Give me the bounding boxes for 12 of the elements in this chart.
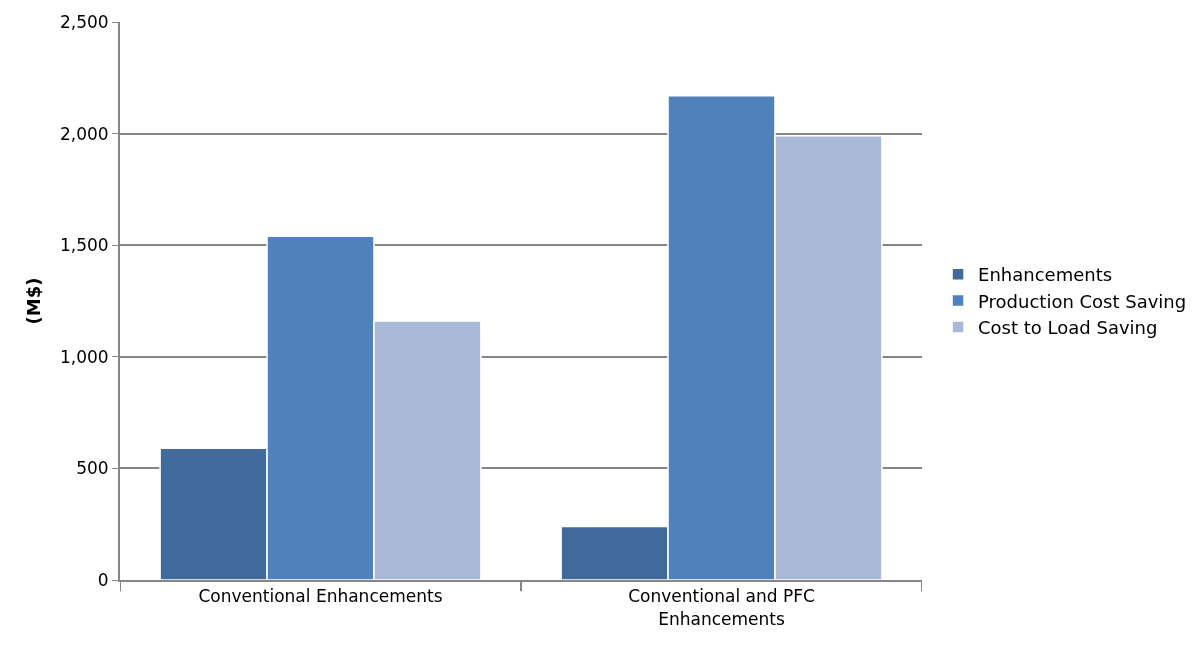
- y-tick-label: 2,000: [59, 123, 109, 144]
- y-tick-label: 500: [76, 458, 109, 479]
- y-tick-label: 2,500: [59, 11, 109, 32]
- legend-label: Production Cost Saving: [978, 290, 1187, 312]
- y-tick-label: 1,500: [59, 235, 109, 256]
- y-tick-label: 0: [97, 569, 109, 590]
- x-tick-label: Conventional and PFC Enhancements: [628, 586, 815, 629]
- y-tick-label: 1,000: [59, 346, 109, 367]
- y-axis-title: (M$): [22, 277, 44, 325]
- x-tick-label: Conventional Enhancements: [198, 586, 443, 607]
- legend-label: Cost to Load Saving: [978, 317, 1158, 339]
- legend-label: Enhancements: [978, 264, 1113, 286]
